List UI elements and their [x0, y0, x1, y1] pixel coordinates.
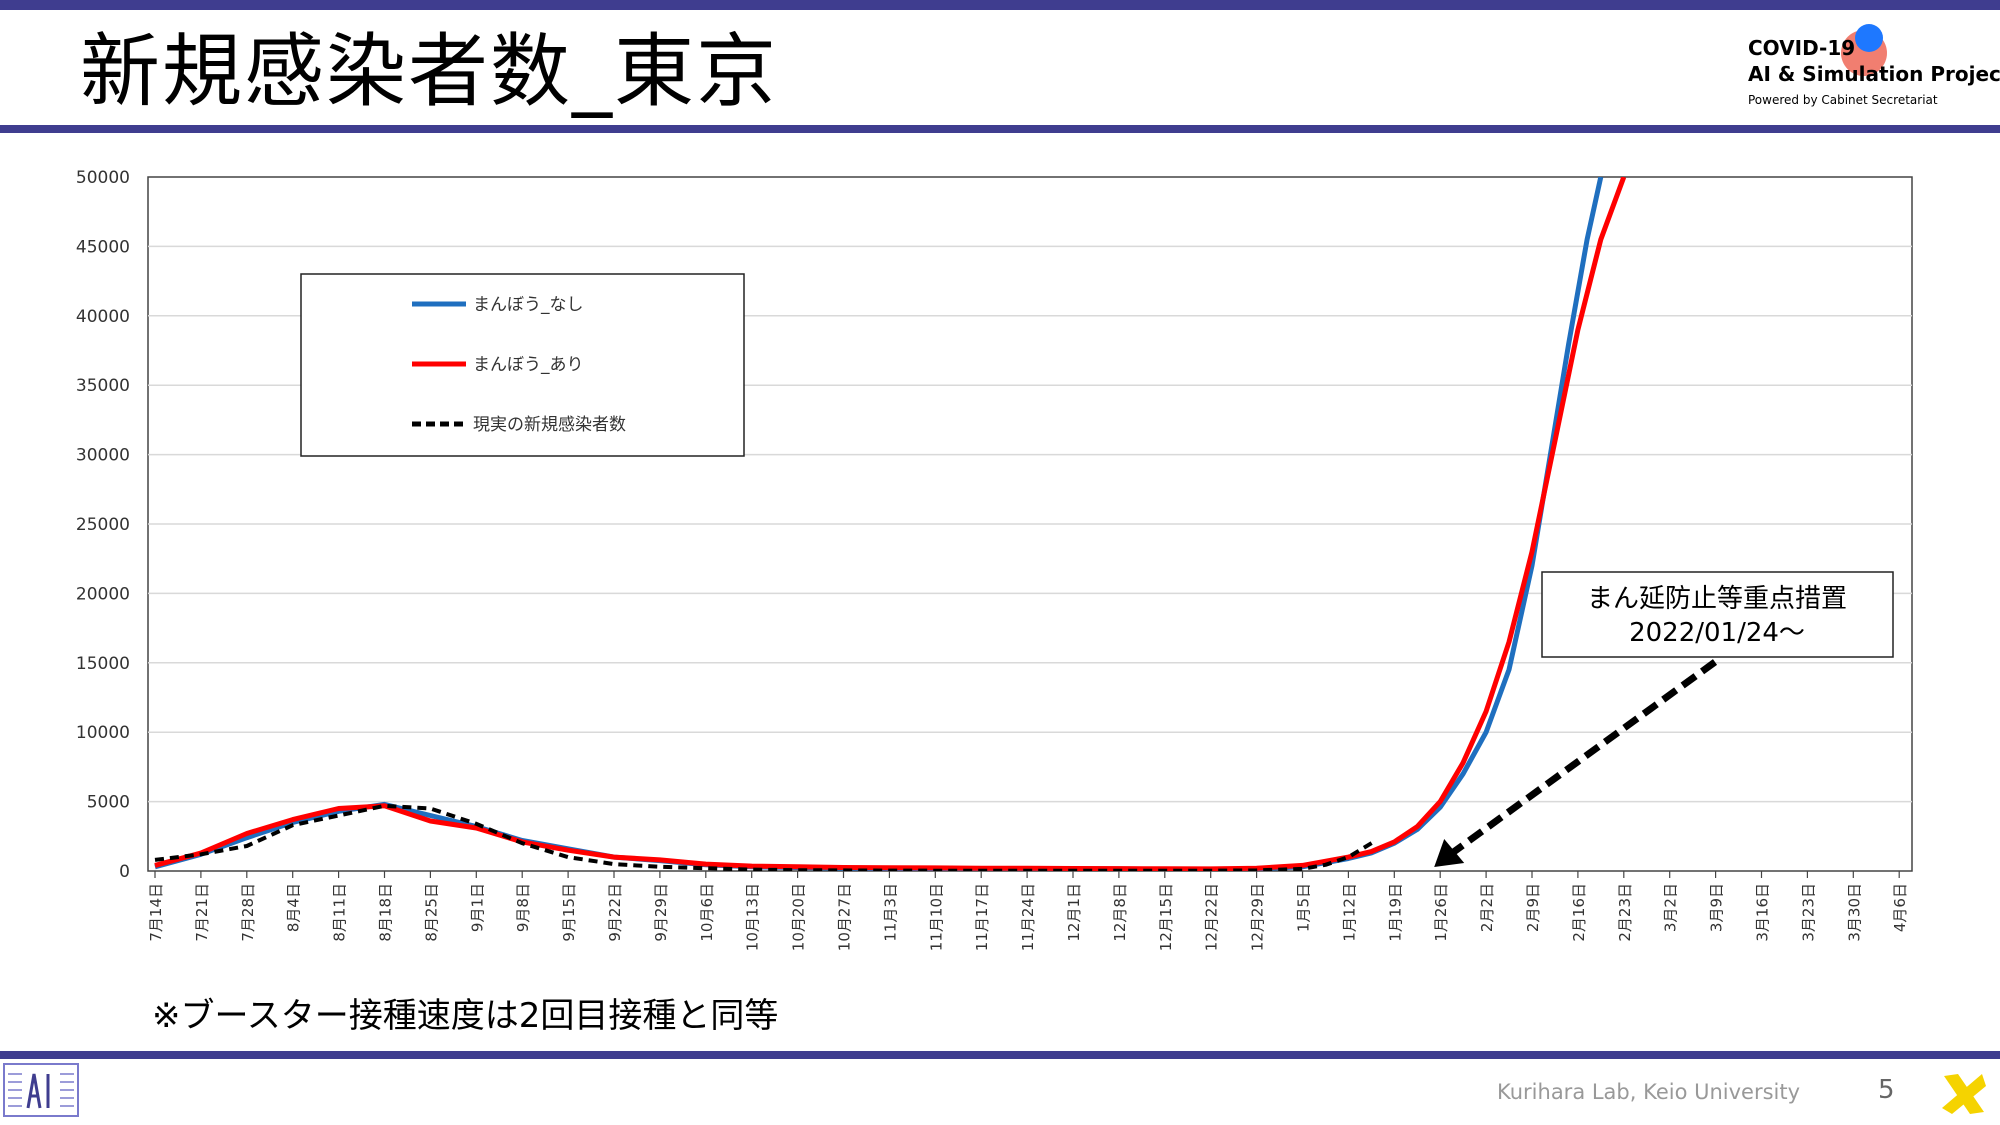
y-tick-label: 50000 — [76, 168, 130, 188]
logo-line2: AI & Simulation Project — [1748, 62, 2000, 86]
project-logo: COVID-19 AI & Simulation Project Powered… — [1745, 22, 2000, 117]
page-number: 5 — [1878, 1075, 1895, 1105]
top-accent-bar — [0, 0, 2000, 10]
legend-box — [300, 273, 745, 457]
y-tick-label: 45000 — [76, 237, 130, 257]
x-tick-label: 9月1日 — [468, 883, 486, 932]
x-tick-label: 10月13日 — [744, 883, 762, 951]
x-tick-label: 12月1日 — [1065, 883, 1083, 942]
x-tick-label: 2月9日 — [1524, 883, 1542, 932]
x-tick-label: 2月16日 — [1570, 883, 1588, 942]
annotation-arrow-head — [1434, 839, 1465, 867]
x-tick-label: 11月10日 — [927, 883, 945, 951]
annotation-line1: まん延防止等重点措置 — [1587, 584, 1847, 614]
x-tick-label: 8月11日 — [331, 883, 349, 942]
x-tick-label: 9月22日 — [606, 883, 624, 942]
x-tick-label: 2月23日 — [1616, 883, 1634, 942]
x-tick-label: 1月12日 — [1340, 883, 1358, 942]
y-tick-label: 5000 — [87, 793, 130, 813]
header-divider — [0, 125, 2000, 133]
series-line-1 — [154, 177, 1627, 871]
legend-label-1: まんぼう_あり — [473, 355, 584, 375]
annotation-box — [1541, 571, 1894, 658]
x-mark-icon — [1942, 1074, 1986, 1114]
x-tick-label: 3月23日 — [1799, 883, 1817, 942]
infection-chart: 5000045000400003500030000250002000015000… — [76, 168, 1913, 951]
x-tick-label: 9月15日 — [560, 883, 578, 942]
x-tick-label: 12月29日 — [1249, 883, 1267, 951]
logo-blue-circle — [1855, 24, 1883, 52]
x-tick-label: 11月24日 — [1019, 883, 1037, 951]
slide-title: 新規感染者数_東京 — [80, 25, 778, 118]
x-tick-label: 3月9日 — [1708, 883, 1726, 932]
booster-note: ※ブースター接種速度は2回目接種と同等 — [152, 996, 779, 1036]
x-tick-label: 11月17日 — [973, 883, 991, 951]
x-tick-label: 1月19日 — [1386, 883, 1404, 942]
x-tick-label: 4月6日 — [1891, 883, 1909, 932]
logo-line3: Powered by Cabinet Secretariat — [1748, 93, 1938, 107]
y-tick-label: 20000 — [76, 584, 130, 604]
y-tick-label: 15000 — [76, 654, 130, 674]
x-tick-label: 10月27日 — [836, 883, 854, 951]
legend-label-2: 現実の新規感染者数 — [473, 415, 626, 435]
legend-label-0: まんぼう_なし — [473, 295, 584, 315]
series-line-2 — [154, 803, 1377, 871]
x-tick-label: 7月21日 — [193, 883, 211, 942]
x-tick-label: 8月4日 — [285, 883, 303, 932]
y-tick-label: 10000 — [76, 723, 130, 743]
x-tick-label: 10月6日 — [698, 883, 716, 942]
x-tick-label: 12月22日 — [1203, 883, 1221, 951]
x-tick-label: 12月15日 — [1157, 883, 1175, 951]
x-tick-label: 1月5日 — [1295, 883, 1313, 932]
annotation-arrow-shaft — [1450, 659, 1718, 856]
y-tick-label: 0 — [119, 862, 130, 882]
x-tick-label: 3月30日 — [1845, 883, 1863, 942]
x-tick-label: 7月28日 — [239, 883, 257, 942]
x-tick-label: 3月2日 — [1662, 883, 1680, 932]
x-tick-label: 7月14日 — [147, 883, 165, 942]
x-tick-label: 9月29日 — [652, 883, 670, 942]
x-tick-label: 1月26日 — [1432, 883, 1450, 942]
x-tick-label: 8月18日 — [377, 883, 395, 942]
x-tick-label: 10月20日 — [790, 883, 808, 951]
x-tick-label: 8月25日 — [422, 883, 440, 942]
x-tick-label: 3月16日 — [1754, 883, 1772, 942]
lab-logo-icon — [3, 1063, 79, 1117]
footer-divider — [0, 1051, 2000, 1059]
x-tick-label: 2月2日 — [1478, 883, 1496, 932]
footer-lab-name: Kurihara Lab, Keio University — [1497, 1080, 1801, 1104]
x-tick-label: 11月3日 — [881, 883, 899, 942]
y-tick-label: 40000 — [76, 307, 130, 327]
x-tick-label: 12月8日 — [1111, 883, 1129, 942]
x-tick-label: 9月8日 — [514, 883, 532, 932]
logo-line1: COVID-19 — [1748, 36, 1856, 60]
annotation-line2: 2022/01/24～ — [1629, 618, 1805, 648]
y-tick-label: 25000 — [76, 515, 130, 535]
y-tick-label: 35000 — [76, 376, 130, 396]
y-tick-label: 30000 — [76, 446, 130, 466]
